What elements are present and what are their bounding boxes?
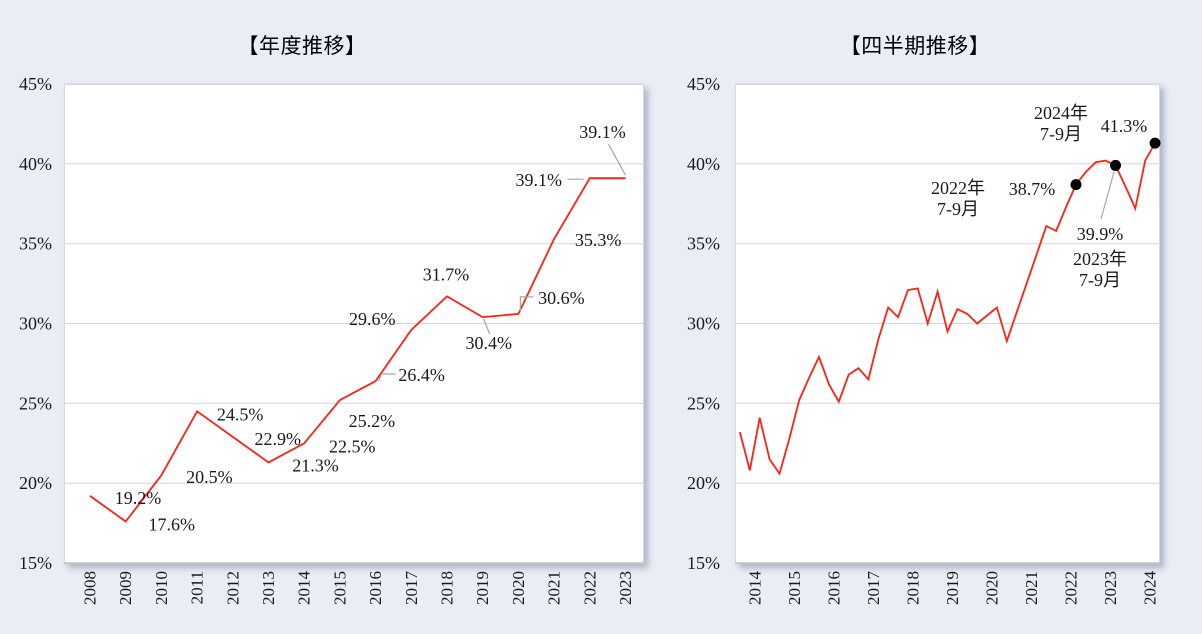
annual-x-tick-label: 2022 xyxy=(580,571,599,605)
quarterly-y-tick-label: 45% xyxy=(687,74,720,94)
annual-y-tick-label: 30% xyxy=(19,314,52,334)
quarterly-y-tick-label: 20% xyxy=(687,473,720,493)
annual-data-label: 24.5% xyxy=(217,404,264,424)
annual-x-tick-label: 2014 xyxy=(295,571,314,606)
annotation-2023-q3-value: 39.9% xyxy=(1077,224,1124,244)
annual-x-tick-label: 2019 xyxy=(473,571,492,605)
quarterly-y-tick-label: 30% xyxy=(687,314,720,334)
annual-data-label: 20.5% xyxy=(186,467,233,487)
annual-label-leader-line xyxy=(607,143,627,176)
annual-y-tick-label: 20% xyxy=(19,473,52,493)
annual-label-leader-line xyxy=(483,318,491,335)
annual-series-line xyxy=(89,177,626,523)
quarterly-x-tick-label: 2024 xyxy=(1141,571,1160,606)
annual-data-label: 26.4% xyxy=(398,365,445,385)
quarterly-x-tick-label: 2014 xyxy=(745,571,764,606)
annual-x-tick-label: 2017 xyxy=(402,571,421,606)
quarterly-highlight-marker xyxy=(1149,137,1161,149)
annual-data-label: 31.7% xyxy=(423,264,470,284)
quarterly-x-tick-label: 2015 xyxy=(785,571,804,605)
annual-y-tick-label: 35% xyxy=(19,234,52,254)
annual-x-tick-label: 2012 xyxy=(223,571,242,605)
annotation-2022-q3-value: 38.7% xyxy=(1009,179,1056,199)
annual-data-label: 35.3% xyxy=(575,230,622,250)
annual-y-tick-label: 40% xyxy=(19,154,52,174)
annual-data-label: 39.1% xyxy=(579,122,626,142)
quarterly-x-tick-label: 2021 xyxy=(1022,571,1041,605)
annual-x-tick-label: 2013 xyxy=(259,571,278,605)
annual-label-leader-line xyxy=(378,373,396,382)
annual-x-tick-label: 2023 xyxy=(616,571,635,605)
annual-data-label: 22.9% xyxy=(255,429,302,449)
annual-data-label: 30.4% xyxy=(465,333,512,353)
quarterly-x-tick-label: 2019 xyxy=(943,571,962,605)
annotation-2022-q3-period: 7-9月 xyxy=(937,199,979,219)
quarterly-x-tick-label: 2018 xyxy=(903,571,922,605)
annotation-2024-q3-period: 2024年 xyxy=(1034,103,1088,123)
annual-label-leader-line xyxy=(519,296,534,312)
annual-x-tick-label: 2016 xyxy=(366,571,385,605)
quarterly-x-tick-label: 2016 xyxy=(824,571,843,605)
quarterly-highlight-marker xyxy=(1070,179,1082,191)
annotation-2024-q3-period: 7-9月 xyxy=(1040,124,1082,144)
annual-x-tick-label: 2018 xyxy=(438,571,457,605)
quarterly-x-tick-label: 2022 xyxy=(1062,571,1081,605)
quarterly-series-line xyxy=(739,142,1156,476)
quarterly-x-tick-label: 2017 xyxy=(864,571,883,606)
annual-x-tick-label: 2021 xyxy=(545,571,564,605)
annual-chart-title: 【年度推移】 xyxy=(237,34,367,58)
annual-y-tick-label: 45% xyxy=(19,74,52,94)
annual-data-label: 22.5% xyxy=(329,436,376,456)
annual-data-label: 21.3% xyxy=(292,455,339,475)
quarterly-y-tick-label: 15% xyxy=(687,553,720,573)
annotation-2024-q3-value: 41.3% xyxy=(1101,116,1148,136)
quarterly-x-tick-label: 2020 xyxy=(982,571,1001,605)
annual-x-tick-label: 2010 xyxy=(152,571,171,605)
annual-x-tick-label: 2011 xyxy=(188,571,207,604)
annotation-2023-q3-period: 7-9月 xyxy=(1079,270,1121,290)
annual-y-tick-label: 25% xyxy=(19,393,52,413)
annual-x-tick-label: 2008 xyxy=(81,571,100,605)
quarterly-y-tick-label: 35% xyxy=(687,234,720,254)
quarterly-highlight-marker xyxy=(1110,159,1122,171)
annual-y-tick-label: 15% xyxy=(19,553,52,573)
annual-x-tick-label: 2009 xyxy=(116,571,135,605)
annual-data-label: 30.6% xyxy=(538,288,585,308)
quarterly-annotation-leader-line xyxy=(1100,171,1115,220)
annual-x-tick-label: 2020 xyxy=(509,571,528,605)
annotation-2023-q3-period: 2023年 xyxy=(1073,249,1127,269)
annual-data-label: 29.6% xyxy=(349,309,396,329)
annual-x-tick-label: 2015 xyxy=(330,571,349,605)
quarterly-x-tick-label: 2023 xyxy=(1101,571,1120,605)
annual-data-label: 25.2% xyxy=(349,411,396,431)
annual-data-label: 17.6% xyxy=(148,514,195,534)
annual-data-label: 19.2% xyxy=(115,488,162,508)
annotation-2022-q3-period: 2022年 xyxy=(931,178,985,198)
quarterly-y-tick-label: 40% xyxy=(687,154,720,174)
quarterly-y-tick-label: 25% xyxy=(687,393,720,413)
quarterly-chart-title: 【四半期推移】 xyxy=(839,34,991,58)
annual-data-label: 39.1% xyxy=(516,170,563,190)
